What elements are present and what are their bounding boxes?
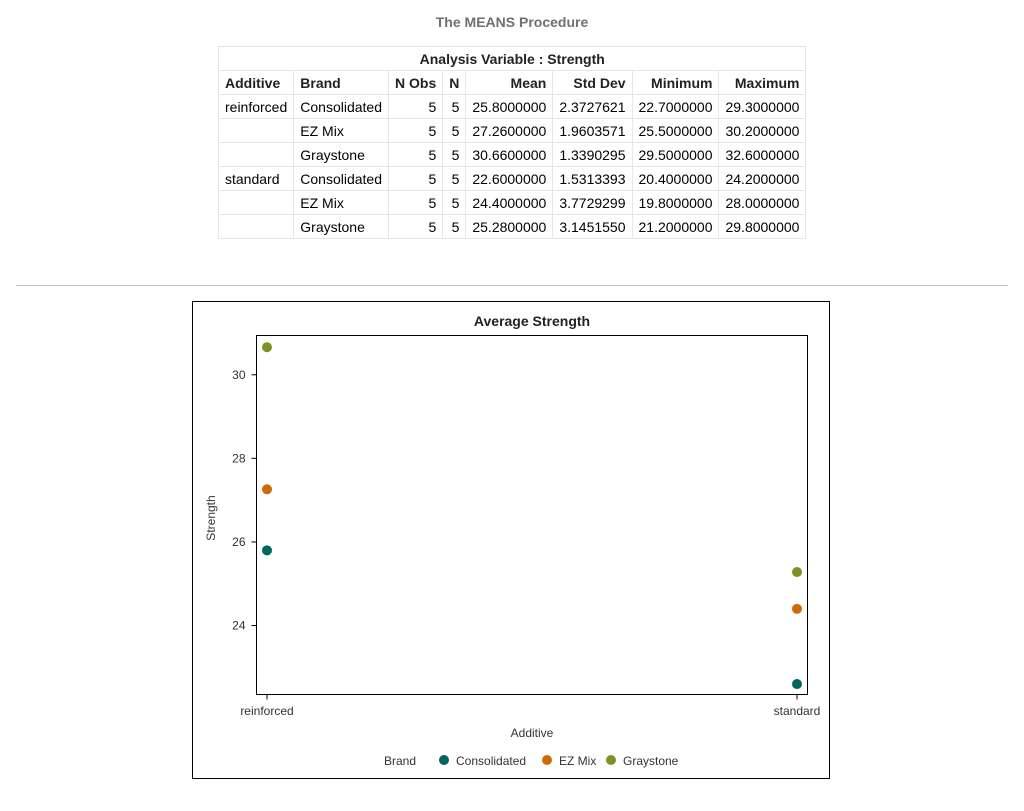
legend-label: EZ Mix bbox=[559, 754, 596, 768]
column-header-maximum: Maximum bbox=[718, 70, 807, 95]
cell-minimum: 25.5000000 bbox=[631, 118, 720, 143]
table-row: Graystone 5 5 25.2800000 3.1451550 21.2000000… bbox=[217, 214, 807, 239]
cell-brand: Consolidated bbox=[293, 166, 389, 191]
x-tick-label: standard bbox=[774, 704, 821, 718]
data-point bbox=[262, 484, 272, 495]
x-tick-label: reinforced bbox=[240, 704, 293, 718]
cell-minimum: 20.4000000 bbox=[631, 166, 720, 191]
cell-std-dev: 2.3727621 bbox=[552, 94, 633, 119]
cell-mean: 27.2600000 bbox=[465, 118, 554, 143]
cell-maximum: 32.6000000 bbox=[718, 142, 807, 167]
cell-maximum: 29.3000000 bbox=[718, 94, 807, 119]
column-header-minimum: Minimum bbox=[631, 70, 720, 95]
y-axis-label: Strength bbox=[204, 495, 218, 540]
legend-marker bbox=[542, 755, 552, 765]
x-axis: reinforced standard bbox=[240, 694, 821, 718]
cell-minimum: 22.7000000 bbox=[631, 94, 720, 119]
cell-std-dev: 1.5313393 bbox=[552, 166, 633, 191]
y-tick-label: 26 bbox=[232, 535, 246, 549]
cell-maximum: 29.8000000 bbox=[718, 214, 807, 239]
cell-minimum: 19.8000000 bbox=[631, 190, 720, 215]
cell-additive bbox=[217, 142, 295, 167]
cell-brand: EZ Mix bbox=[293, 118, 389, 143]
cell-n: 5 bbox=[442, 190, 467, 215]
data-point bbox=[792, 567, 802, 578]
column-header-mean: Mean bbox=[465, 70, 554, 95]
cell-n: 5 bbox=[442, 214, 467, 239]
cell-n: 5 bbox=[442, 94, 467, 119]
cell-std-dev: 1.9603571 bbox=[552, 118, 633, 143]
data-points bbox=[262, 342, 802, 690]
y-tick-label: 24 bbox=[232, 619, 246, 633]
table-caption: Analysis Variable : Strength bbox=[217, 46, 807, 71]
legend-marker bbox=[606, 755, 616, 765]
column-header-std-dev: Std Dev bbox=[552, 70, 633, 95]
table-row: EZ Mix 5 5 24.4000000 3.7729299 19.8000000 28.… bbox=[217, 190, 807, 215]
column-header-brand: Brand bbox=[293, 70, 389, 95]
table-body: reinforced Consolidated 5 5 25.8000000 2.3727… bbox=[217, 94, 807, 239]
plot-area bbox=[256, 335, 808, 695]
table-row: reinforced Consolidated 5 5 25.8000000 2.3727… bbox=[217, 94, 807, 119]
cell-std-dev: 1.3390295 bbox=[552, 142, 633, 167]
data-point bbox=[262, 342, 272, 353]
chart-title: Average Strength bbox=[474, 313, 590, 329]
column-header-additive: Additive bbox=[217, 70, 295, 95]
column-header-n-obs: N Obs bbox=[387, 70, 444, 95]
cell-n: 5 bbox=[442, 142, 467, 167]
cell-std-dev: 3.1451550 bbox=[552, 214, 633, 239]
legend-label: Graystone bbox=[623, 754, 679, 768]
cell-mean: 25.8000000 bbox=[465, 94, 554, 119]
y-axis: 24 26 28 30 bbox=[232, 368, 257, 633]
legend-marker bbox=[439, 755, 449, 765]
cell-mean: 24.4000000 bbox=[465, 190, 554, 215]
cell-n-obs: 5 bbox=[387, 94, 444, 119]
means-table: Analysis Variable : Strength Additive Br… bbox=[217, 46, 807, 239]
data-point bbox=[262, 545, 272, 556]
graph-frame bbox=[192, 301, 830, 779]
cell-maximum: 28.0000000 bbox=[718, 190, 807, 215]
legend: Brand Consolidated EZ Mix Graystone bbox=[384, 754, 679, 768]
data-point bbox=[792, 679, 802, 690]
table-row: standard Consolidated 5 5 22.6000000 1.531339… bbox=[217, 166, 807, 191]
x-axis-label: Additive bbox=[511, 726, 554, 740]
cell-additive bbox=[217, 190, 295, 215]
cell-additive bbox=[217, 214, 295, 239]
cell-maximum: 30.2000000 bbox=[718, 118, 807, 143]
legend-label: Consolidated bbox=[456, 754, 526, 768]
cell-mean: 22.6000000 bbox=[465, 166, 554, 191]
y-tick-label: 30 bbox=[232, 368, 246, 382]
table-header-row: Additive Brand N Obs N Mean Std Dev Mini… bbox=[217, 70, 807, 95]
section-divider bbox=[16, 285, 1008, 286]
cell-std-dev: 3.7729299 bbox=[552, 190, 633, 215]
cell-n: 5 bbox=[442, 118, 467, 143]
y-tick-label: 28 bbox=[232, 451, 246, 465]
cell-additive: standard bbox=[217, 166, 295, 191]
cell-n-obs: 5 bbox=[387, 214, 444, 239]
procedure-title: The MEANS Procedure bbox=[435, 14, 589, 30]
table-row: EZ Mix 5 5 27.2600000 1.9603571 25.5000000 30.… bbox=[217, 118, 807, 143]
cell-additive: reinforced bbox=[217, 94, 295, 119]
cell-minimum: 21.2000000 bbox=[631, 214, 720, 239]
cell-brand: EZ Mix bbox=[293, 190, 389, 215]
legend-title: Brand bbox=[384, 754, 416, 768]
data-point bbox=[792, 603, 802, 614]
cell-mean: 30.6600000 bbox=[465, 142, 554, 167]
table-caption-row: Analysis Variable : Strength bbox=[217, 46, 807, 71]
